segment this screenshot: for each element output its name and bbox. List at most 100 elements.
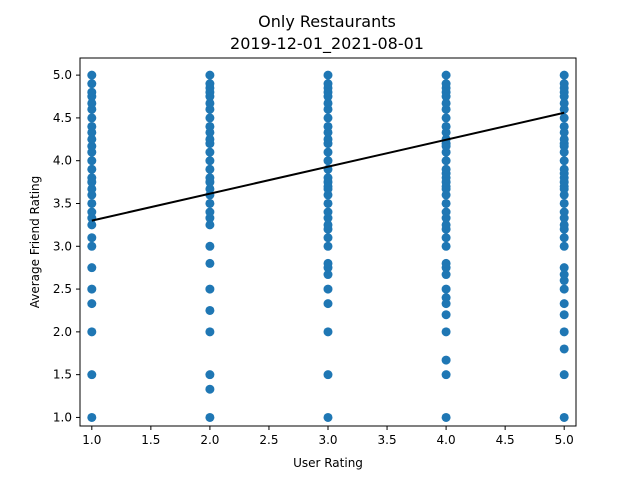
data-point: [559, 344, 569, 354]
data-point: [87, 327, 97, 337]
data-point: [205, 384, 215, 394]
x-tick-label: 1.0: [82, 433, 101, 447]
data-point: [87, 87, 97, 97]
data-point: [323, 370, 333, 380]
data-point: [87, 173, 97, 183]
data-point: [205, 147, 215, 157]
data-point: [205, 164, 215, 174]
data-point: [559, 164, 569, 174]
data-point: [559, 79, 569, 89]
data-point: [441, 258, 451, 268]
data-point: [441, 284, 451, 294]
x-tick-label: 4.0: [437, 433, 456, 447]
data-point: [87, 299, 97, 309]
data-point: [559, 327, 569, 337]
data-point: [87, 98, 97, 108]
data-point: [323, 173, 333, 183]
data-point: [559, 299, 569, 309]
data-point: [559, 284, 569, 294]
x-axis-ticks: 1.0 1.5 2.0 2.5 3.0 3.5 4.0 4.5 5.0: [82, 426, 574, 447]
data-point: [441, 98, 451, 108]
data-point: [205, 121, 215, 131]
data-point: [559, 113, 569, 123]
y-tick-label: 4.0: [53, 154, 72, 168]
x-tick-label: 3.5: [378, 433, 397, 447]
data-point: [559, 263, 569, 273]
x-tick-label: 3.0: [318, 433, 337, 447]
data-point: [559, 98, 569, 108]
data-point: [323, 220, 333, 230]
chart-title: Only Restaurants: [258, 12, 396, 31]
data-point: [559, 134, 569, 144]
data-point: [323, 299, 333, 309]
x-tick-label: 2.5: [259, 433, 278, 447]
data-point: [559, 412, 569, 422]
data-point: [87, 141, 97, 151]
data-point: [323, 121, 333, 131]
data-point: [87, 134, 97, 144]
y-tick-label: 2.0: [53, 325, 72, 339]
x-tick-label: 5.0: [555, 433, 574, 447]
y-axis-label: Average Friend Rating: [28, 176, 42, 309]
data-point: [441, 156, 451, 166]
data-point: [559, 198, 569, 208]
data-point: [441, 70, 451, 80]
data-point: [441, 198, 451, 208]
data-point: [205, 184, 215, 194]
data-point: [441, 270, 451, 280]
data-point: [323, 270, 333, 280]
y-tick-label: 5.0: [53, 68, 72, 82]
data-point: [441, 164, 451, 174]
data-point: [205, 241, 215, 251]
data-point: [323, 79, 333, 89]
data-point: [323, 241, 333, 251]
data-point: [205, 198, 215, 208]
data-point: [441, 113, 451, 123]
data-point: [87, 113, 97, 123]
y-tick-label: 4.5: [53, 111, 72, 125]
y-tick-label: 1.5: [53, 368, 72, 382]
data-point: [205, 156, 215, 166]
data-point: [441, 412, 451, 422]
data-point: [323, 233, 333, 243]
data-point: [205, 207, 215, 217]
data-point: [87, 263, 97, 273]
y-tick-label: 3.0: [53, 239, 72, 253]
data-point: [87, 184, 97, 194]
data-point: [87, 412, 97, 422]
data-point: [323, 134, 333, 144]
data-point: [87, 198, 97, 208]
data-point: [441, 220, 451, 230]
data-point: [205, 327, 215, 337]
data-point: [87, 207, 97, 217]
data-point: [441, 327, 451, 337]
data-point: [87, 156, 97, 166]
data-point: [559, 156, 569, 166]
data-point: [205, 370, 215, 380]
x-tick-label: 4.5: [496, 433, 515, 447]
data-point: [323, 113, 333, 123]
data-point: [323, 412, 333, 422]
data-point: [205, 98, 215, 108]
data-point: [441, 121, 451, 131]
data-points: [87, 70, 569, 422]
x-axis-label: User Rating: [293, 456, 363, 470]
data-point: [559, 70, 569, 80]
data-point: [323, 284, 333, 294]
data-point: [87, 79, 97, 89]
data-point: [87, 220, 97, 230]
data-point: [441, 355, 451, 365]
data-point: [205, 258, 215, 268]
x-tick-label: 2.0: [200, 433, 219, 447]
data-point: [323, 198, 333, 208]
trendline: [91, 111, 565, 222]
data-point: [205, 220, 215, 230]
chart-subtitle: 2019-12-01_2021-08-01: [230, 34, 424, 54]
data-point: [87, 164, 97, 174]
data-point: [441, 293, 451, 303]
data-point: [205, 70, 215, 80]
data-point: [441, 241, 451, 251]
data-point: [323, 147, 333, 157]
y-tick-label: 3.5: [53, 196, 72, 210]
